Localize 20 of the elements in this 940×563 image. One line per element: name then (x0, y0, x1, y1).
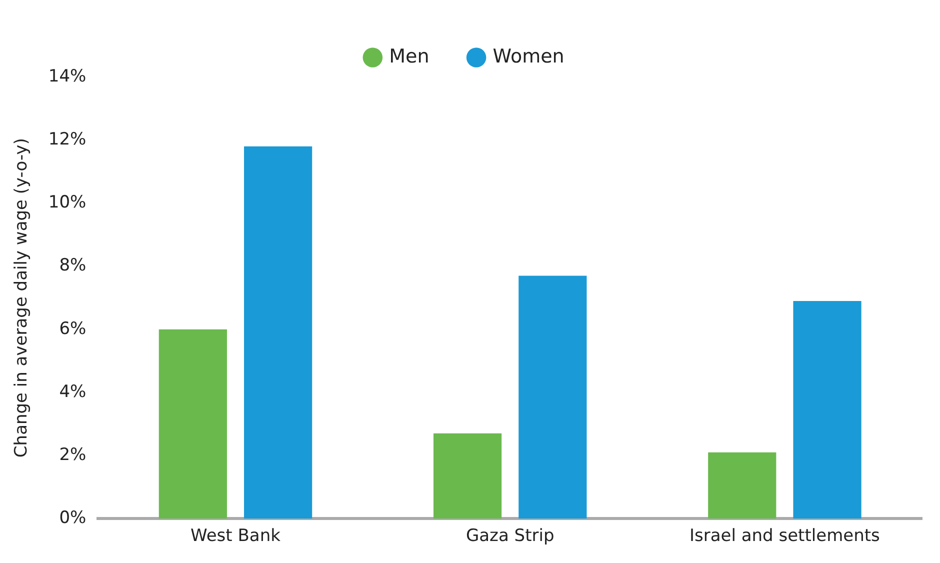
bar (708, 452, 776, 519)
y-tick-label: 4% (59, 382, 86, 402)
legend-label: Men (389, 45, 430, 68)
y-tick-label: 0% (59, 508, 86, 528)
y-tick-label: 6% (59, 318, 86, 339)
x-tick-label: West Bank (190, 526, 281, 546)
y-tick-label: 12% (48, 130, 86, 150)
y-axis-title: Change in average daily wage (y-o-y) (12, 138, 32, 458)
y-tick-label: 14% (48, 66, 86, 86)
bar (158, 329, 227, 519)
y-tick-label: 10% (48, 192, 86, 213)
bar (244, 146, 312, 519)
legend-label: Women (492, 45, 564, 68)
x-tick-label: Israel and settlements (689, 526, 880, 546)
y-tick-label: 8% (59, 256, 86, 276)
x-tick-label: Gaza Strip (466, 526, 554, 546)
bar (518, 276, 587, 519)
bar (793, 300, 862, 519)
bar (433, 433, 502, 519)
y-tick-label: 2% (59, 444, 86, 465)
